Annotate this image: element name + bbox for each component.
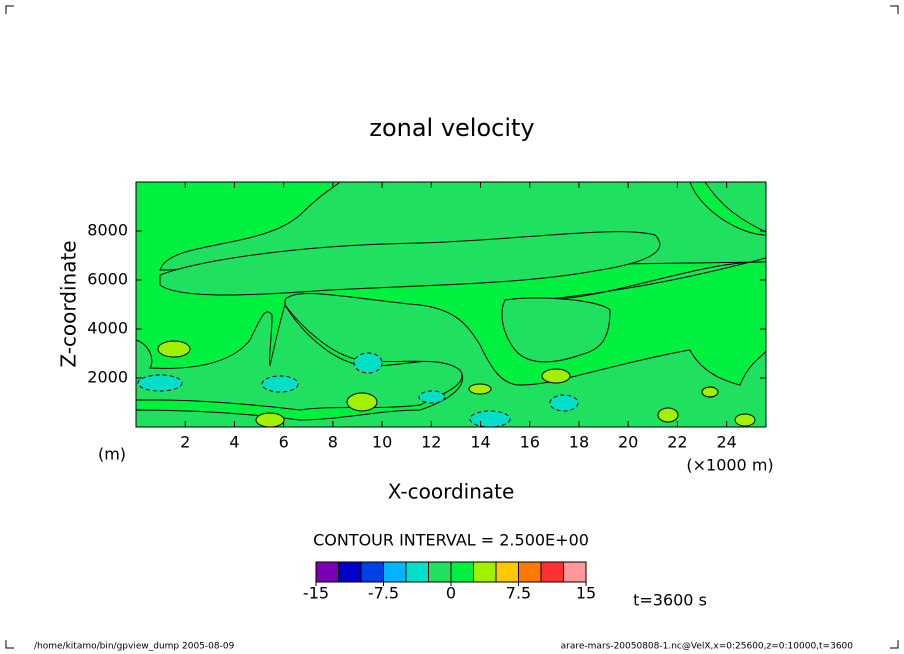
colorbar-tick-label: 0	[446, 584, 456, 603]
contour-region	[255, 412, 285, 428]
colorbar-box	[360, 561, 384, 583]
contour-region	[157, 340, 191, 358]
x-tick-label: 22	[667, 433, 687, 452]
y-axis-label: Z-coordinate	[57, 240, 81, 367]
contour-region	[159, 231, 661, 296]
y-tick-label: 8000	[87, 221, 128, 240]
chart-title: zonal velocity	[369, 114, 534, 142]
contour-region	[501, 297, 611, 363]
colorbar-box	[540, 561, 564, 583]
contour-region	[549, 394, 579, 412]
footer-right: arare-mars-20050808-1.nc@VelX,x=0:25600,…	[561, 642, 854, 652]
colorbar-tick-label: 15	[576, 584, 596, 603]
contour-region	[468, 383, 492, 395]
x-axis-label: X-coordinate	[388, 480, 515, 504]
x-tick-label: 18	[569, 433, 589, 452]
y-tick-label: 6000	[87, 270, 128, 289]
contour-region	[469, 410, 511, 428]
x-tick-label: 24	[716, 433, 736, 452]
y-tick-label: 2000	[87, 368, 128, 387]
colorbar-box	[383, 561, 407, 583]
contour-interval: CONTOUR INTERVAL = 2.500E+00	[313, 531, 589, 550]
y-tick-label: 4000	[87, 319, 128, 338]
footer-left: /home/kitamo/bin/gpview_dump 2005-08-09	[34, 642, 235, 652]
colorbar-box	[405, 561, 429, 583]
x-tick-label: 6	[279, 433, 289, 452]
colorbar-box	[563, 561, 587, 583]
contour-region	[261, 375, 299, 393]
y-axis-unit: (m)	[98, 445, 126, 464]
colorbar-box	[473, 561, 497, 583]
colorbar-tick-label: -15	[303, 584, 329, 603]
x-axis-unit: (×1000 m)	[686, 456, 773, 475]
x-tick-label: 4	[229, 433, 239, 452]
colorbar-box	[338, 561, 362, 583]
contour-region	[353, 352, 383, 374]
contour-region	[418, 390, 446, 404]
x-tick-label: 12	[421, 433, 441, 452]
contour-region	[657, 407, 679, 423]
colorbar-box	[315, 561, 339, 583]
colorbar-tick-label: 7.5	[506, 584, 531, 603]
contour-region	[135, 303, 463, 411]
corner-marks	[5, 5, 899, 649]
x-tick-label: 14	[470, 433, 490, 452]
contour-field	[135, 181, 767, 428]
x-tick-label: 20	[618, 433, 638, 452]
contour-region	[135, 293, 767, 428]
contour-region	[346, 392, 378, 412]
plot-frame	[135, 181, 767, 428]
contour-region	[701, 386, 719, 398]
x-tick-label: 8	[328, 433, 338, 452]
x-tick-label: 10	[372, 433, 392, 452]
colorbar-box	[450, 561, 474, 583]
colorbar-tick-label: -7.5	[368, 584, 399, 603]
time-label: t=3600 s	[633, 591, 707, 610]
contour-region	[541, 368, 571, 384]
colorbar-box	[428, 561, 452, 583]
x-tick-label: 16	[520, 433, 540, 452]
contour-region	[137, 374, 183, 392]
colorbar-box	[495, 561, 519, 583]
colorbar-box	[518, 561, 542, 583]
contour-region	[734, 413, 756, 427]
x-tick-label: 2	[180, 433, 190, 452]
